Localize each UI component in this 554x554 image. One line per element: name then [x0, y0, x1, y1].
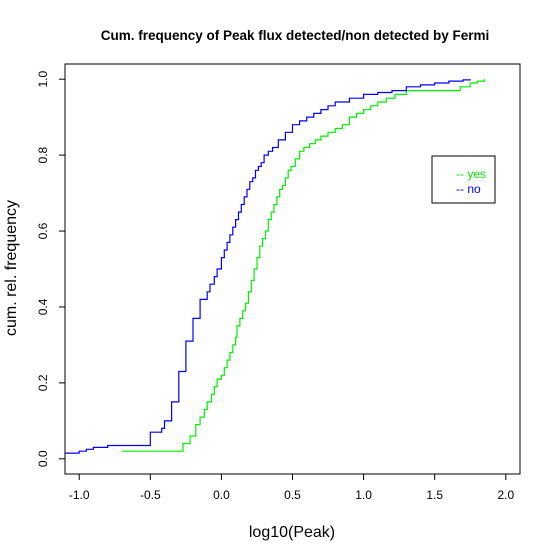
series-no-line — [65, 79, 471, 454]
x-tick-label: 1.5 — [426, 488, 443, 502]
y-axis: 0.0 0.2 0.4 0.6 0.8 1.0 — [36, 71, 66, 467]
legend-entry-no: -- no — [456, 182, 481, 196]
legend-box — [431, 155, 496, 204]
legend: -- yes -- no — [431, 155, 496, 204]
series-layer — [65, 79, 486, 454]
x-tick-label: 1.0 — [355, 488, 372, 502]
x-tick-label: -1.0 — [69, 488, 90, 502]
y-tick-label: 0.2 — [36, 374, 50, 391]
x-axis-label: log10(Peak) — [249, 524, 335, 541]
y-tick-label: 1.0 — [36, 71, 50, 88]
x-tick-label: 0.5 — [284, 488, 301, 502]
legend-entry-yes: -- yes — [456, 167, 486, 181]
series-yes-line — [121, 79, 486, 452]
x-tick-label: 0.0 — [213, 488, 230, 502]
y-tick-label: 0.6 — [36, 222, 50, 239]
chart-title: Cum. frequency of Peak flux detected/non… — [101, 28, 490, 43]
x-axis: -1.0 -0.5 0.0 0.5 1.0 1.5 2.0 — [69, 473, 514, 502]
x-tick-label: 2.0 — [497, 488, 514, 502]
y-axis-label: cum. rel. frequency — [3, 200, 20, 336]
x-tick-label: -0.5 — [140, 488, 161, 502]
y-tick-label: 0.8 — [36, 146, 50, 163]
y-tick-label: 0.0 — [36, 450, 50, 467]
y-tick-label: 0.4 — [36, 298, 50, 315]
